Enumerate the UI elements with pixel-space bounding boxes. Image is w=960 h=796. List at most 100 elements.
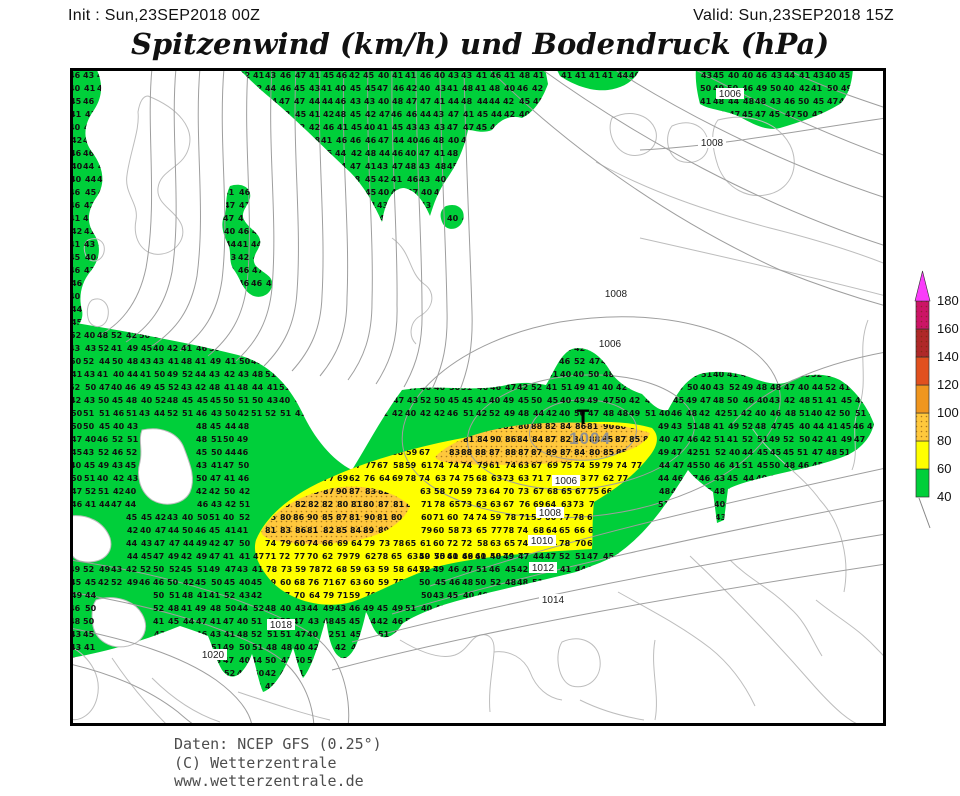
svg-text:42: 42 (799, 84, 810, 93)
svg-text:44: 44 (265, 84, 277, 93)
svg-text:42: 42 (461, 201, 472, 210)
svg-text:50: 50 (475, 578, 487, 587)
svg-text:40: 40 (489, 396, 501, 405)
svg-text:47: 47 (141, 656, 152, 665)
svg-text:41: 41 (281, 656, 293, 665)
svg-text:48: 48 (252, 370, 264, 379)
svg-text:45: 45 (85, 188, 97, 197)
svg-text:41: 41 (321, 136, 333, 145)
svg-text:78: 78 (559, 539, 571, 548)
svg-text:63: 63 (476, 500, 487, 509)
svg-text:47: 47 (603, 396, 614, 405)
svg-text:44: 44 (252, 149, 264, 158)
svg-text:40: 40 (839, 669, 851, 678)
svg-text:50: 50 (239, 643, 251, 652)
svg-text:43: 43 (701, 71, 712, 80)
svg-text:48: 48 (433, 136, 445, 145)
svg-text:70: 70 (307, 552, 319, 561)
svg-text:41: 41 (813, 500, 825, 509)
svg-text:90: 90 (490, 435, 502, 444)
svg-text:78: 78 (309, 565, 321, 574)
svg-text:48: 48 (587, 630, 599, 639)
svg-text:52: 52 (111, 331, 122, 340)
svg-text:42: 42 (237, 136, 248, 145)
svg-text:42: 42 (97, 71, 108, 80)
svg-text:42: 42 (406, 84, 417, 93)
svg-text:43: 43 (225, 253, 236, 262)
svg-text:76: 76 (364, 474, 376, 483)
svg-text:45: 45 (741, 357, 753, 366)
coastline (639, 237, 886, 297)
svg-text:60: 60 (349, 422, 361, 431)
svg-text:44: 44 (503, 643, 515, 652)
svg-text:50: 50 (700, 84, 712, 93)
svg-text:42: 42 (71, 227, 82, 236)
svg-text:63: 63 (518, 461, 529, 470)
svg-text:42: 42 (700, 435, 711, 444)
svg-text:71: 71 (433, 513, 445, 522)
svg-text:41: 41 (84, 643, 96, 652)
svg-text:46: 46 (769, 474, 781, 483)
svg-text:40: 40 (713, 552, 725, 561)
svg-text:47: 47 (769, 656, 780, 665)
svg-text:50: 50 (826, 357, 838, 366)
svg-text:40: 40 (223, 513, 235, 522)
svg-text:44: 44 (531, 136, 543, 145)
svg-text:45: 45 (99, 110, 111, 119)
svg-text:74: 74 (643, 565, 655, 574)
svg-text:41: 41 (309, 201, 321, 210)
svg-text:47: 47 (449, 643, 460, 652)
svg-text:44: 44 (225, 448, 237, 457)
svg-text:43: 43 (295, 604, 306, 613)
isobar-line (331, 563, 886, 671)
svg-text:87: 87 (378, 500, 389, 509)
svg-text:64: 64 (309, 591, 321, 600)
svg-text:44: 44 (195, 370, 207, 379)
svg-text:45: 45 (783, 669, 795, 678)
svg-text:43: 43 (141, 539, 152, 548)
svg-text:41: 41 (657, 344, 669, 353)
svg-text:49: 49 (671, 500, 683, 509)
svg-text:48: 48 (462, 578, 474, 587)
svg-text:40: 40 (351, 682, 363, 691)
coastline (126, 95, 191, 255)
svg-text:45: 45 (769, 110, 781, 119)
svg-text:46: 46 (490, 383, 502, 392)
svg-text:42: 42 (475, 643, 486, 652)
svg-text:88: 88 (475, 448, 487, 457)
svg-text:51: 51 (98, 487, 110, 496)
svg-text:72: 72 (546, 474, 557, 483)
svg-text:45: 45 (687, 461, 699, 470)
svg-text:43: 43 (420, 201, 431, 210)
svg-text:41: 41 (85, 500, 97, 509)
svg-text:42: 42 (251, 175, 262, 184)
colorbar-tick-label: 180 (937, 293, 959, 308)
svg-text:45: 45 (603, 552, 615, 561)
svg-text:63: 63 (435, 474, 446, 483)
svg-text:48: 48 (672, 578, 684, 587)
svg-text:50: 50 (798, 357, 810, 366)
svg-text:40: 40 (321, 331, 333, 340)
svg-text:51: 51 (727, 409, 739, 418)
svg-text:47: 47 (407, 214, 418, 223)
svg-text:45: 45 (783, 448, 795, 457)
svg-text:49: 49 (574, 383, 586, 392)
svg-text:42: 42 (629, 396, 640, 405)
coastline (667, 122, 709, 163)
svg-text:45: 45 (476, 123, 488, 132)
svg-text:47: 47 (700, 396, 711, 405)
coastline (617, 591, 756, 707)
svg-text:41: 41 (839, 97, 851, 106)
svg-text:42: 42 (238, 253, 249, 262)
svg-text:48: 48 (435, 162, 447, 171)
colorbar-tick-label: 60 (937, 461, 951, 476)
svg-text:45: 45 (477, 110, 489, 119)
svg-text:41: 41 (71, 370, 83, 379)
svg-text:41: 41 (797, 604, 809, 613)
svg-text:42: 42 (181, 331, 192, 340)
svg-text:51: 51 (127, 669, 139, 678)
svg-text:45: 45 (840, 630, 852, 639)
svg-text:87: 87 (336, 513, 347, 522)
svg-text:49: 49 (715, 682, 727, 691)
coastline (111, 657, 169, 726)
